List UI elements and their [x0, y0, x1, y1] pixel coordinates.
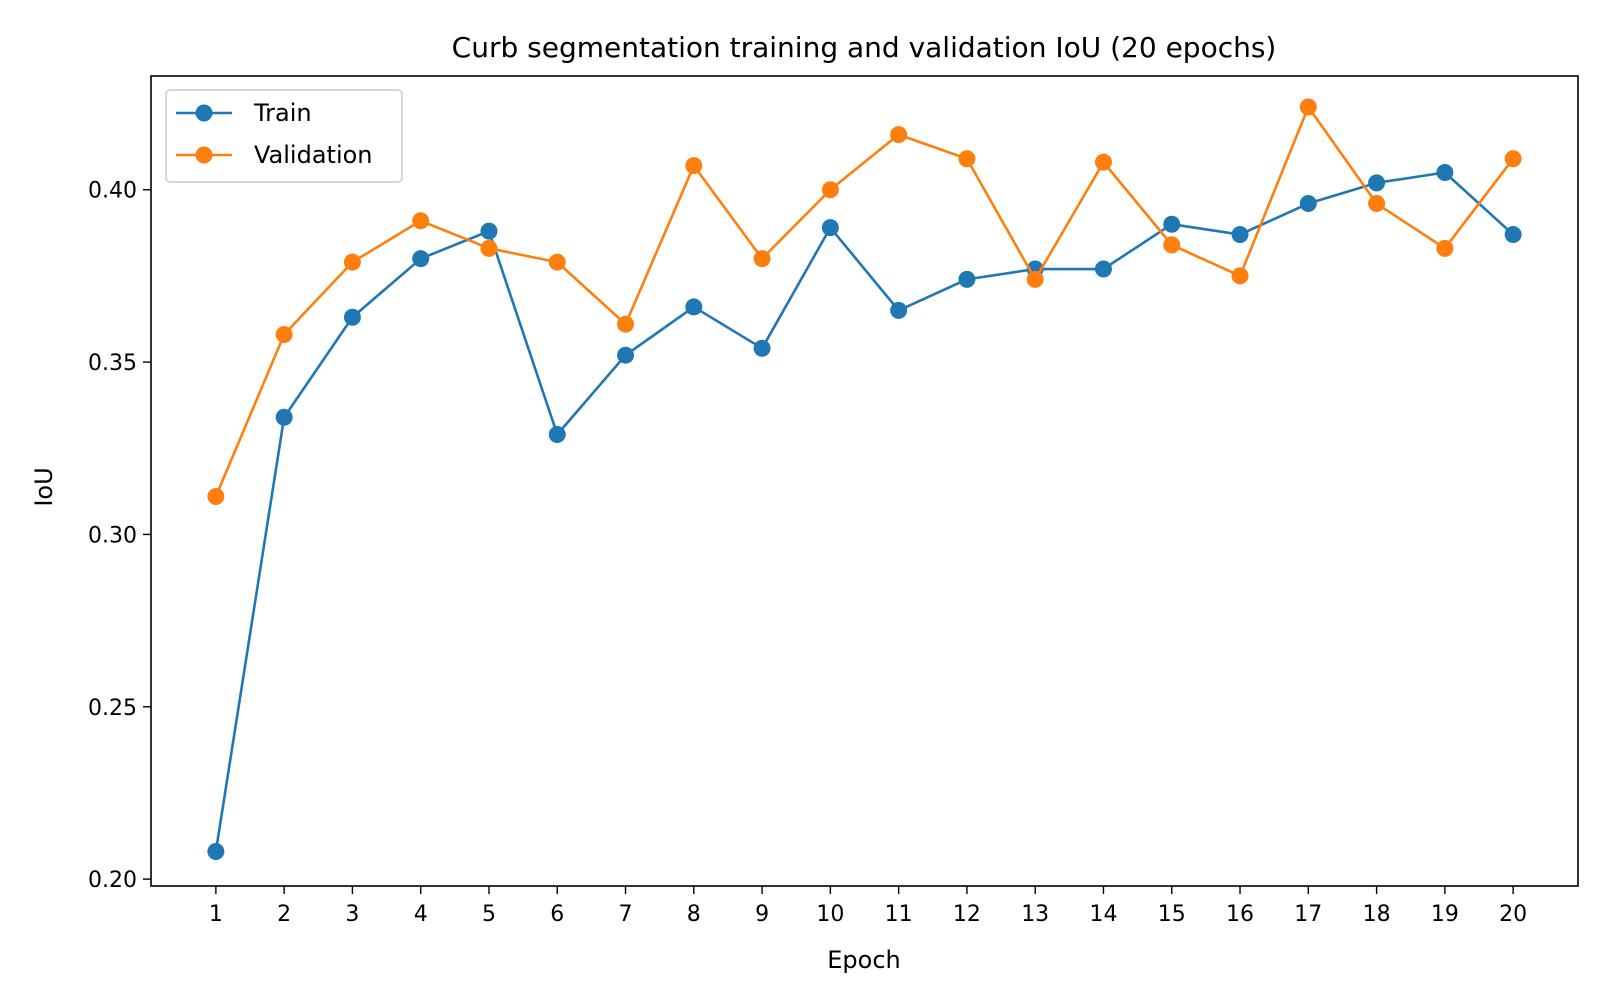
x-tick-label: 2 [277, 902, 291, 927]
data-point-validation [617, 315, 635, 333]
x-tick-label: 10 [816, 902, 844, 927]
data-point-train [1299, 195, 1317, 213]
data-point-train [548, 425, 566, 443]
x-tick-label: 11 [885, 902, 913, 927]
data-point-train [1231, 226, 1249, 244]
y-axis-title: IoU [30, 467, 58, 506]
x-tick-label: 15 [1158, 902, 1186, 927]
legend-label-validation: Validation [254, 141, 373, 169]
data-point-train [685, 298, 703, 316]
data-point-validation [1163, 236, 1181, 254]
data-point-train [1163, 215, 1181, 233]
data-point-validation [890, 126, 908, 144]
x-tick-label: 1 [209, 902, 223, 927]
data-point-train [1504, 226, 1522, 244]
data-point-validation [1094, 153, 1112, 171]
x-tick-label: 9 [755, 902, 769, 927]
data-point-validation [1436, 239, 1454, 257]
x-tick-label: 5 [482, 902, 496, 927]
chart-title: Curb segmentation training and validatio… [452, 31, 1277, 64]
y-tick-label: 0.40 [88, 179, 137, 204]
data-point-train [412, 250, 430, 268]
data-point-train [480, 222, 498, 240]
data-point-validation [958, 150, 976, 168]
x-axis-title: Epoch [827, 946, 901, 974]
data-point-validation [753, 250, 771, 268]
series-line-train [214, 171, 1515, 852]
data-point-validation [548, 253, 566, 271]
x-tick-label: 19 [1431, 902, 1459, 927]
data-point-validation [480, 239, 498, 257]
y-tick-label: 0.20 [88, 868, 137, 893]
x-tick-label: 20 [1499, 902, 1527, 927]
x-tick-label: 3 [345, 902, 359, 927]
data-point-train [343, 308, 361, 326]
data-point-train [207, 843, 225, 861]
data-point-validation [1231, 267, 1249, 285]
legend-label-train: Train [253, 99, 312, 127]
legend-marker-validation [195, 146, 213, 164]
legend: Train Validation [165, 89, 403, 183]
x-tick-label: 16 [1226, 902, 1254, 927]
x-tick-label: 8 [687, 902, 701, 927]
data-point-train [1094, 260, 1112, 278]
data-point-train [275, 408, 293, 426]
x-tick-label: 17 [1294, 902, 1322, 927]
data-point-validation [1504, 150, 1522, 168]
data-point-validation [412, 212, 430, 230]
data-point-train [1436, 164, 1454, 182]
data-point-train [958, 270, 976, 288]
x-tick-label: 4 [414, 902, 428, 927]
data-point-validation [343, 253, 361, 271]
x-tick-label: 6 [550, 902, 564, 927]
legend-marker-train [195, 104, 213, 122]
data-point-validation [275, 326, 293, 344]
plot-area: 1 2 3 4 5 6 7 8 9 10 11 12 13 14 15 16 17 18 19 200.200.250… [88, 75, 1579, 927]
x-tick-label: 18 [1363, 902, 1391, 927]
data-point-train [821, 219, 839, 237]
x-tick-label: 13 [1021, 902, 1049, 927]
data-point-validation [1026, 270, 1044, 288]
data-point-validation [1368, 195, 1386, 213]
y-tick-label: 0.30 [88, 523, 137, 548]
data-point-validation [821, 181, 839, 199]
y-tick-label: 0.25 [88, 696, 137, 721]
y-tick-label: 0.35 [88, 351, 137, 376]
data-point-train [753, 339, 771, 357]
data-point-validation [1299, 98, 1317, 116]
x-tick-label: 12 [953, 902, 981, 927]
data-point-validation [685, 157, 703, 175]
plot-frame [150, 75, 1579, 887]
data-point-validation [207, 488, 225, 506]
data-point-train [617, 346, 635, 364]
data-point-train [890, 301, 908, 319]
x-tick-label: 7 [619, 902, 633, 927]
x-tick-label: 14 [1089, 902, 1117, 927]
data-point-train [1368, 174, 1386, 192]
series-line-validation [214, 105, 1515, 498]
